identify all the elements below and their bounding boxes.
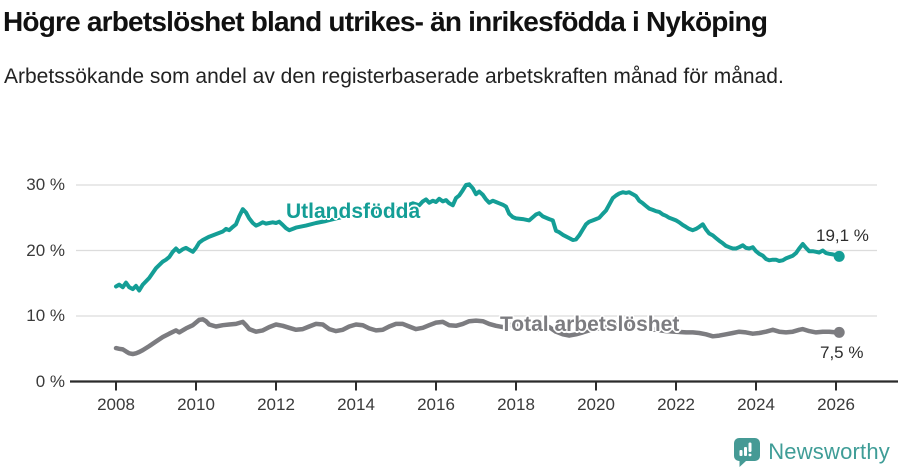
end-value-label-total: 7,5 % [820,343,864,362]
line-total-arbetsloshet [113,317,842,357]
chart-subtitle: Arbetssökande som andel av den registerb… [4,65,784,88]
x-tick-label: 2020 [577,395,615,414]
x-tick-label: 2014 [337,395,375,414]
x-tick-label: 2022 [657,395,695,414]
x-tick-label: 2026 [817,395,855,414]
end-dot [833,250,845,262]
series-label-utlandsfodda: Utlandsfödda [286,200,421,223]
y-tick-label: 10 % [26,306,65,325]
page-title: Högre arbetslöshet bland utrikes- än inr… [3,6,768,37]
x-tick-label: 2008 [97,395,135,414]
y-tick-label: 30 % [26,175,65,194]
newsworthy-wordmark: Newsworthy [768,439,890,464]
x-tick-label: 2012 [257,395,295,414]
newsworthy-logo[interactable]: Newsworthy [733,436,890,468]
x-tick-label: 2016 [417,395,455,414]
x-tick-label: 2010 [177,395,215,414]
y-tick-label: 20 % [26,240,65,260]
x-tick-label: 2018 [497,395,535,414]
line-utlandsfodda [114,182,842,293]
newsworthy-icon [734,437,761,467]
series-label-total-arbetsloshet: Total arbetslöshet [500,313,680,336]
end-value-label-utlandsfodda: 19,1 % [816,226,869,245]
y-tick-label: 0 % [35,371,65,391]
end-dot [833,326,845,338]
x-tick-label: 2024 [737,395,775,414]
